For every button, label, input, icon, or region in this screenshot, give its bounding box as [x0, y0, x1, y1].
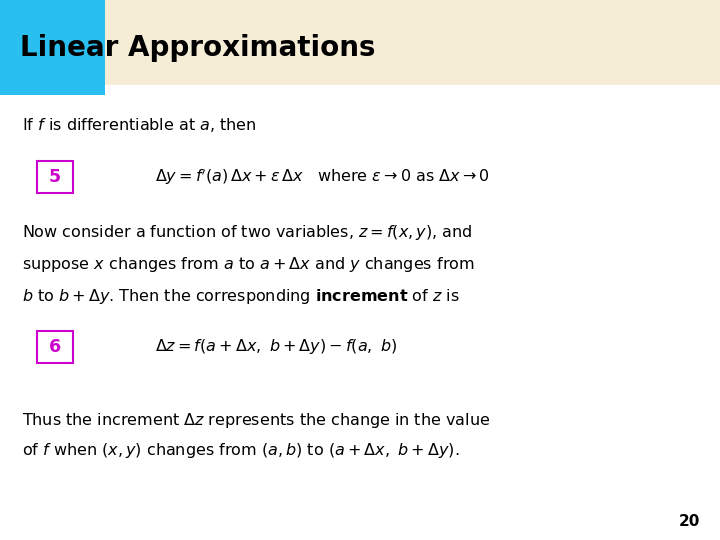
Text: Now consider a function of two variables, $z = f(x, y)$, and: Now consider a function of two variables…	[22, 224, 472, 242]
FancyBboxPatch shape	[37, 161, 73, 193]
FancyBboxPatch shape	[37, 331, 73, 363]
Text: Linear Approximations: Linear Approximations	[20, 34, 376, 62]
Text: of $f$ when $(x, y)$ changes from $(a, b)$ to $(a + \Delta x,\ b + \Delta y)$.: of $f$ when $(x, y)$ changes from $(a, b…	[22, 442, 459, 461]
Bar	[0, 0, 105, 95]
Text: $\Delta y = f'(a)\, \Delta x + \varepsilon\, \Delta x$   where $\varepsilon \rig: $\Delta y = f'(a)\, \Delta x + \varepsil…	[155, 167, 490, 187]
Text: $\Delta z = f(a + \Delta x,\ b + \Delta y) - f(a,\ b)$: $\Delta z = f(a + \Delta x,\ b + \Delta …	[155, 338, 397, 356]
Text: 20: 20	[679, 515, 700, 530]
Text: If $f$ is differentiable at $a$, then: If $f$ is differentiable at $a$, then	[22, 116, 256, 134]
Text: 6: 6	[49, 338, 61, 356]
Text: Thus the increment $\Delta z$ represents the change in the value: Thus the increment $\Delta z$ represents…	[22, 410, 490, 429]
Text: suppose $x$ changes from $a$ to $a + \Delta x$ and $y$ changes from: suppose $x$ changes from $a$ to $a + \De…	[22, 255, 474, 274]
Text: 5: 5	[49, 168, 61, 186]
Bar	[0, 0, 720, 85]
Text: $b$ to $b + \Delta y$. Then the corresponding $\bf{increment}$ of $z$ is: $b$ to $b + \Delta y$. Then the correspo…	[22, 287, 460, 306]
